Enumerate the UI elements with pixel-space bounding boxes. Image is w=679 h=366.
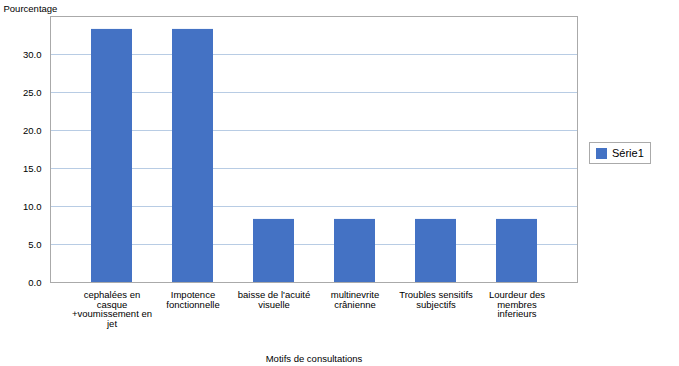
svg-text:0.0: 0.0 [28, 277, 41, 288]
svg-text:Impotencefonctionnelle: Impotencefonctionnelle [166, 289, 219, 310]
svg-text:multinevritecrânienne: multinevritecrânienne [331, 289, 380, 310]
svg-text:baisse de l'acuitévisuelle: baisse de l'acuitévisuelle [238, 289, 311, 310]
svg-text:Pourcentage: Pourcentage [4, 3, 58, 14]
svg-text:10.0: 10.0 [23, 201, 42, 212]
svg-text:20.0: 20.0 [23, 125, 42, 136]
svg-text:25.0: 25.0 [23, 87, 42, 98]
svg-text:30.0: 30.0 [23, 49, 42, 60]
svg-text:15.0: 15.0 [23, 163, 42, 174]
svg-text:Motifs de consultations: Motifs de consultations [266, 353, 363, 364]
svg-text:cephalées encasque+voumissemen: cephalées encasque+voumissement enjet [72, 289, 152, 329]
svg-text:5.0: 5.0 [28, 239, 41, 250]
html-text:Série1: Série1 [612, 147, 644, 159]
svg-text:Lourdeur desmembresinferieurs: Lourdeur desmembresinferieurs [489, 289, 545, 319]
svg-text:Troubles sensitifssubjectifs: Troubles sensitifssubjectifs [399, 289, 473, 310]
